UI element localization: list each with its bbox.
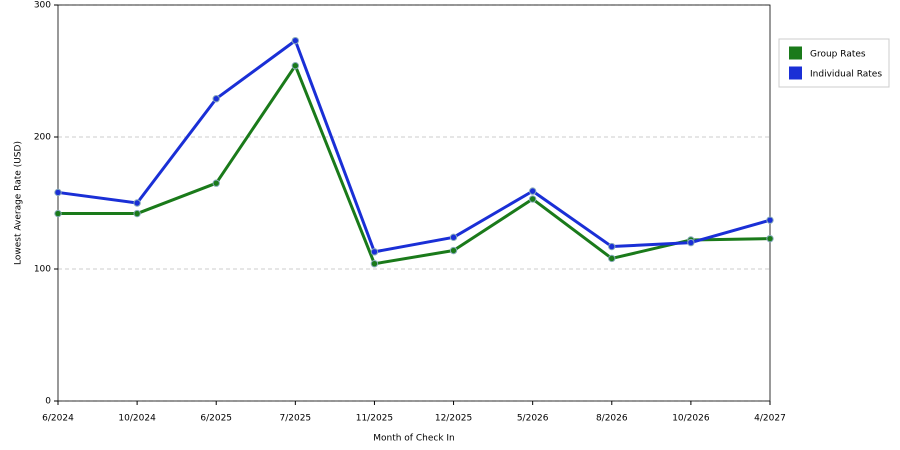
point: [133, 209, 141, 218]
point: [608, 254, 616, 263]
y-tick-label: 100: [34, 265, 51, 275]
point: [133, 199, 141, 207]
y-tick-label: 200: [34, 133, 51, 143]
series-line: [58, 64, 771, 266]
x-tick-label: 10/2026: [672, 414, 710, 424]
legend-swatch: [789, 66, 802, 80]
point: [291, 62, 300, 70]
x-tick-label: 4/2027: [754, 414, 786, 424]
legend-box: [778, 38, 890, 88]
legend-swatch: [789, 46, 802, 60]
plot-frame: [57, 4, 771, 402]
point: [766, 216, 774, 224]
point: [449, 233, 458, 242]
point: [528, 195, 537, 203]
x-tick-label: 8/2026: [596, 414, 628, 424]
point: [449, 246, 458, 255]
x-tick-label: 7/2025: [279, 414, 311, 424]
point: [766, 234, 774, 243]
x-tick-label: 11/2025: [356, 414, 393, 424]
x-tick-label: 10/2024: [118, 414, 156, 424]
x-tick-label: 6/2025: [200, 414, 232, 424]
point: [608, 242, 616, 251]
point: [370, 248, 379, 256]
legend-label: Group Rates: [810, 50, 866, 60]
point: [528, 187, 537, 195]
x-tick-label: 12/2025: [435, 414, 472, 424]
x-axis-label: Month of Check In: [373, 434, 455, 444]
y-tick-label: 300: [34, 1, 51, 11]
point: [291, 36, 300, 45]
series-line: [57, 39, 771, 254]
legend-label: Individual Rates: [810, 70, 882, 80]
point: [54, 209, 62, 218]
point: [687, 238, 695, 247]
point: [212, 179, 220, 187]
point: [54, 188, 62, 197]
y-tick-label: 0: [45, 397, 51, 407]
x-tick-label: 6/2024: [42, 414, 74, 424]
x-tick-label: 5/2026: [517, 414, 549, 424]
y-axis-label: Lowest Average Rate (USD): [14, 141, 24, 265]
point: [370, 260, 379, 268]
point: [212, 95, 220, 103]
